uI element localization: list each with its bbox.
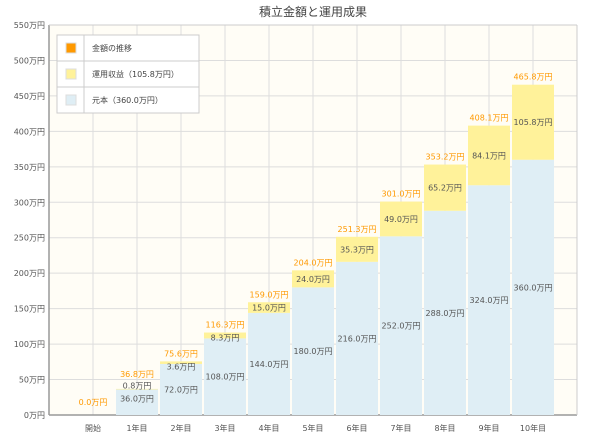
gain-label: 49.0万円	[384, 215, 418, 224]
gain-label: 24.0万円	[296, 275, 330, 284]
x-tick-label: 1年目	[126, 423, 147, 433]
y-tick-label: 200万円	[14, 269, 45, 278]
y-tick-label: 550万円	[14, 21, 45, 30]
legend	[56, 34, 200, 114]
y-tick-label: 500万円	[14, 56, 45, 65]
principal-bar	[292, 287, 334, 415]
gain-bar	[380, 201, 422, 237]
gain-label: 8.3万円	[211, 334, 240, 343]
principal-bar	[116, 389, 158, 415]
gain-label: 0.8万円	[123, 381, 152, 390]
gain-label: 105.8万円	[514, 118, 553, 127]
total-label: 116.3万円	[206, 321, 245, 330]
x-tick-label: 4年目	[258, 423, 279, 433]
y-tick-label: 400万円	[14, 127, 45, 136]
principal-bar	[160, 363, 202, 415]
x-tick-label: 開始	[85, 423, 101, 433]
gain-bar	[336, 236, 378, 262]
x-tick-label: 6年目	[346, 423, 367, 433]
gain-bar	[116, 388, 158, 390]
total-label: 465.8万円	[514, 73, 553, 82]
y-tick-label: 150万円	[14, 305, 45, 314]
x-tick-label: 10年目	[520, 423, 546, 433]
chart-title: 積立金額と運用成果	[259, 4, 367, 19]
gain-bar	[512, 84, 554, 160]
y-tick-label: 350万円	[14, 163, 45, 172]
legend-swatch	[65, 68, 77, 80]
total-label: 251.3万円	[338, 225, 377, 234]
x-tick-label: 7年目	[390, 423, 411, 433]
principal-bar	[336, 261, 378, 415]
total-label: 159.0万円	[250, 290, 289, 299]
legend-label: 金額の推移	[92, 43, 132, 53]
x-tick-label: 8年目	[434, 423, 455, 433]
legend-swatch	[65, 94, 77, 106]
gain-label: 35.3万円	[340, 245, 374, 254]
y-tick-label: 50万円	[19, 376, 45, 385]
y-tick-label: 0万円	[24, 411, 45, 420]
principal-bar	[424, 210, 466, 415]
gain-bar	[248, 302, 290, 313]
principal-label: 144.0万円	[250, 360, 289, 369]
gain-bar	[424, 164, 466, 211]
gain-label: 15.0万円	[252, 304, 286, 313]
gain-label: 84.1万円	[472, 151, 506, 160]
principal-bar	[468, 185, 510, 415]
x-tick-label: 3年目	[214, 423, 235, 433]
principal-label: 288.0万円	[426, 309, 465, 318]
x-tick-label: 5年目	[302, 423, 323, 433]
principal-label: 180.0万円	[294, 347, 333, 356]
gain-label: 65.2万円	[428, 184, 462, 193]
principal-bar	[248, 312, 290, 415]
total-label: 408.1万円	[470, 114, 509, 123]
principal-bar	[512, 159, 554, 415]
gain-bar	[468, 125, 510, 186]
y-tick-label: 450万円	[14, 92, 45, 101]
y-tick-label: 250万円	[14, 234, 45, 243]
gain-bar	[204, 332, 246, 339]
gain-bar	[160, 361, 202, 364]
legend-label: 運用収益（105.8万円）	[92, 69, 179, 79]
total-label: 0.0万円	[79, 398, 108, 407]
x-tick-label: 2年目	[170, 423, 191, 433]
legend-label: 元本（360.0万円）	[92, 95, 163, 105]
total-label: 36.8万円	[120, 370, 154, 379]
total-label: 75.6万円	[164, 349, 198, 358]
principal-label: 36.0万円	[120, 394, 154, 403]
y-tick-label: 300万円	[14, 198, 45, 207]
principal-label: 360.0万円	[514, 283, 553, 292]
gain-bar	[292, 270, 334, 288]
total-label: 301.0万円	[382, 190, 421, 199]
gain-label: 3.6万円	[167, 362, 196, 371]
principal-label: 216.0万円	[338, 334, 377, 343]
total-label: 204.0万円	[294, 258, 333, 267]
principal-bar	[204, 338, 246, 415]
principal-bar	[380, 236, 422, 415]
x-tick-label: 9年目	[478, 423, 499, 433]
principal-label: 324.0万円	[470, 296, 509, 305]
principal-label: 108.0万円	[206, 373, 245, 382]
legend-swatch	[65, 42, 77, 54]
principal-label: 252.0万円	[382, 322, 421, 331]
y-tick-label: 100万円	[14, 340, 45, 349]
total-label: 353.2万円	[426, 153, 465, 162]
principal-label: 72.0万円	[164, 385, 198, 394]
